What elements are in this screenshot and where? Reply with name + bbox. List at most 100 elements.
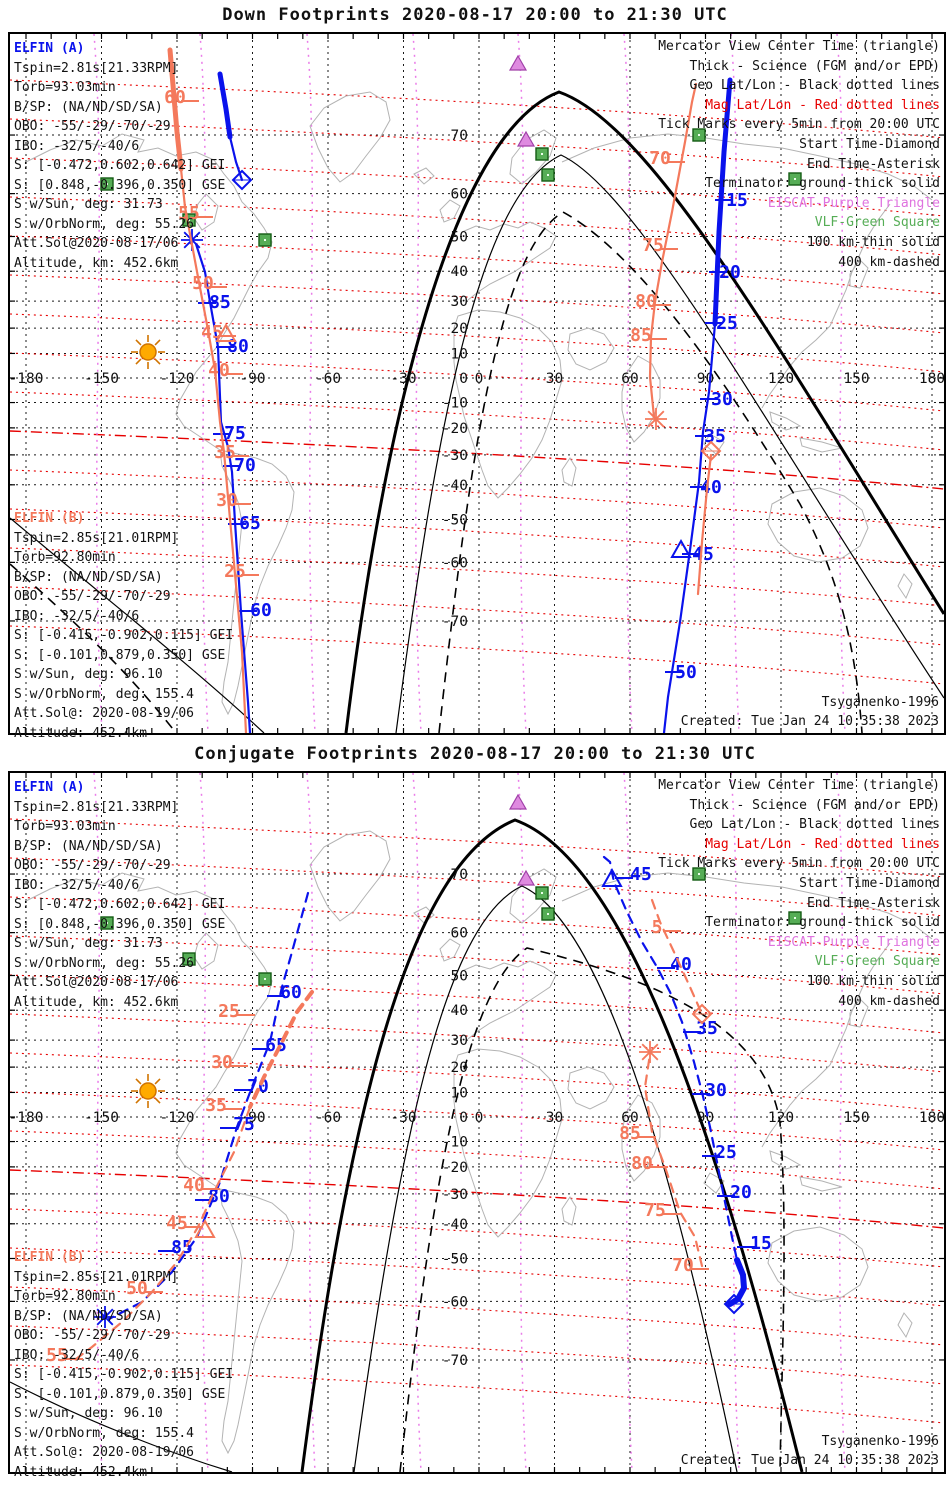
coastline: [761, 1064, 831, 1148]
mag-latitude-line: [10, 1325, 944, 1385]
info-line: OBO: -55/-29/-70/-29: [14, 589, 171, 604]
sun-ray: [135, 1097, 142, 1104]
track-minute-label: 5: [652, 917, 663, 938]
diamond-marker-start-time-elfin-b: [700, 440, 722, 462]
legend-line: Mag Lat/Lon - Red dotted lines: [705, 97, 940, 113]
mag-latitude-line: [10, 469, 944, 529]
info-line: S: [0.848,-0.396,0.350] GSE: [14, 916, 226, 932]
latitude-axis-label: -60: [442, 555, 468, 571]
track-minute-label: 30: [211, 1052, 233, 1073]
diamond-marker-start-time-elfin-a: [231, 169, 253, 191]
track-minute-label: 80: [631, 1153, 653, 1174]
legend-line: Start Time-Diamond: [799, 136, 940, 152]
asterisk-marker-end-time-elfin-b: [641, 1043, 659, 1061]
vlf-square-dot: [188, 219, 190, 221]
coastline: [897, 573, 913, 600]
latitude-axis-label: -50: [442, 512, 468, 528]
longitude-axis-label: -30: [390, 1110, 416, 1126]
track-minute-label: 25: [716, 313, 738, 334]
legend-line: EISCAT-Purple Triangle: [767, 195, 940, 211]
map-legend: Mercator View Center Time (triangle) Thic…: [658, 776, 940, 1011]
mag-latitude-line: [10, 1286, 944, 1346]
asterisk-marker-end-time-elfin-a: [96, 1308, 114, 1326]
conjugate-map-canvas: -180 -150 -120 -90 -60 -30 0 30 60 90 120 150 180706…: [10, 773, 944, 1472]
elfin-block-header: ELFIN (A): [14, 780, 85, 795]
track-minute-label: 75: [642, 235, 664, 256]
legend-line: VLF-Green Square: [814, 215, 940, 231]
track-elfin-b: [167, 47, 184, 172]
terminator-curve: [300, 818, 804, 1472]
terminator-curve: [399, 947, 785, 1472]
track-minute-label: 85: [619, 1123, 641, 1144]
latitude-axis-label: -30: [442, 1187, 468, 1203]
longitude-axis-label: 60: [621, 371, 638, 387]
info-line: Torb=93.03min: [14, 80, 116, 95]
coastline: [567, 1066, 615, 1110]
longitude-axis-label: -180: [10, 371, 43, 387]
mag-latitude-line: [10, 896, 944, 956]
asterisk-marker-end-time-elfin-b: [647, 410, 665, 428]
coastline: [767, 1226, 869, 1302]
coastline: [25, 133, 273, 451]
longitude-axis-label: 60: [621, 1110, 638, 1126]
coastline: [799, 1176, 843, 1192]
mag-latitude-line: [10, 1169, 944, 1229]
terminator-curve: [10, 1381, 233, 1472]
mag-latitude-line: [10, 1247, 944, 1307]
info-line: IBO: -32/5/-40/6: [14, 138, 140, 154]
info-line: S: [-0.415,-0.902,0.115] GEI: [14, 1367, 234, 1382]
vlf-square-dot: [188, 958, 190, 960]
coastline: [509, 129, 557, 185]
track-minute-label: 60: [250, 600, 272, 621]
info-line: Altitude, km: 452.6km: [14, 994, 179, 1010]
track-minute-label: 50: [675, 662, 697, 683]
eiscat-triangle-icon: [516, 130, 536, 147]
legend-line: Tick Marks every 5min from 20:00 UTC: [658, 117, 940, 133]
track-minute-label: 70: [672, 1255, 694, 1276]
mag-longitude-line: [306, 773, 316, 1472]
coastline: [767, 487, 869, 563]
track-minute-label: 70: [649, 148, 671, 169]
triangle-marker-center-time-elfin-b: [215, 322, 237, 342]
down-map-canvas: -180 -150 -120 -90 -60 -30 0 30 60 90 120 150 180706…: [10, 34, 944, 733]
track-minute-label: 45: [692, 544, 714, 565]
track-minute-label: 75: [224, 423, 246, 444]
info-line: Att.Sol@2020-08-17/06: [14, 975, 179, 990]
legend-line: 400 km-dashed: [838, 993, 940, 1009]
track-minute-label: 75: [644, 1200, 666, 1221]
elfin-a-info-block: ELFIN (A) Tspin=2.81s[21.33RPM] Torb=93.03…: [14, 39, 225, 273]
mag-latitude-line: [10, 430, 944, 490]
info-line: B/SP: (NA/ND/SD/SA): [14, 569, 163, 585]
panel-footer: Tsyganenko-1996 Created: Tue Jan 24 10:3…: [681, 1432, 939, 1470]
track-elfin-b: [643, 1052, 704, 1268]
track-minute-label: 25: [715, 1142, 737, 1163]
legend-line: Terminator: ground-thick solid: [705, 915, 940, 931]
mag-longitude-line: [412, 773, 422, 1472]
latitude-axis-label: -10: [442, 396, 468, 412]
track-minute-label: 80: [635, 291, 657, 312]
mag-latitude-line: [10, 508, 944, 568]
page-title-2: Conjugate Footprints 2020-08-17 20:00 to…: [194, 744, 756, 764]
info-line: S w/Sun, deg: 96.10: [14, 667, 163, 682]
mag-latitude-line: [10, 818, 944, 878]
info-line: S w/OrbNorm, deg: 155.4: [14, 1425, 195, 1441]
legend-line: Tick Marks every 5min from 20:00 UTC: [658, 856, 940, 872]
mag-latitude-line: [10, 274, 944, 334]
coastline: [193, 193, 219, 231]
info-line: Att.Sol@: 2020-08-19/06: [14, 1445, 195, 1460]
info-line: S w/OrbNorm, deg: 55.26: [14, 955, 195, 971]
coastline: [193, 932, 219, 970]
longitude-axis-label: 30: [546, 371, 563, 387]
coastline: [849, 259, 869, 289]
track-minute-label: 20: [730, 1182, 752, 1203]
mag-latitude-line: [10, 157, 944, 217]
track-elfin-a: [727, 1257, 748, 1307]
legend-line: Thick - Science (FGM and/or EPD): [689, 797, 940, 813]
vlf-square-dot: [698, 134, 700, 136]
longitude-axis-label: -120: [160, 371, 195, 387]
info-line: IBO: -32/5/-40/6: [14, 877, 140, 893]
sun-ray: [154, 339, 161, 346]
info-line: Torb=93.03min: [14, 819, 116, 834]
track-elfin-a: [217, 71, 233, 140]
vlf-square-dot: [547, 174, 549, 176]
